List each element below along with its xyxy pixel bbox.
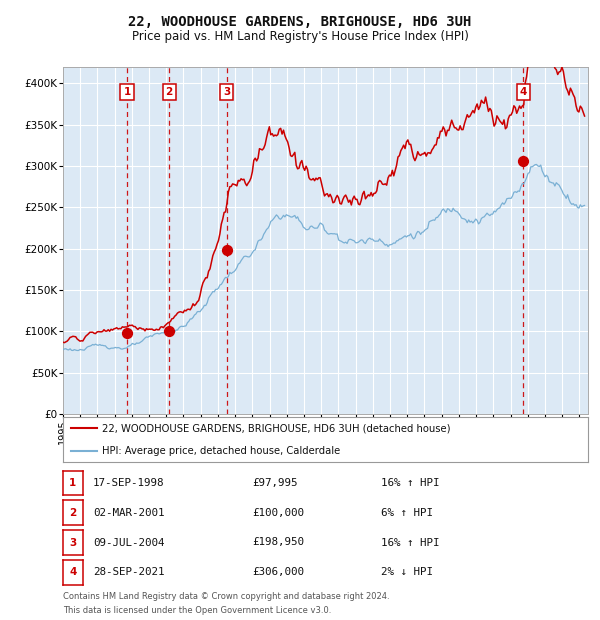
Point [222, 245, 232, 255]
Text: 28-SEP-2021: 28-SEP-2021 [93, 567, 164, 577]
Point [518, 156, 528, 166]
Text: 3: 3 [223, 87, 230, 97]
Text: 1: 1 [69, 478, 77, 488]
Text: £306,000: £306,000 [252, 567, 304, 577]
Text: This data is licensed under the Open Government Licence v3.0.: This data is licensed under the Open Gov… [63, 606, 331, 615]
Text: 3: 3 [69, 538, 77, 547]
Text: 2: 2 [69, 508, 77, 518]
Text: 1: 1 [124, 87, 131, 97]
Text: 2: 2 [166, 87, 173, 97]
Text: 4: 4 [520, 87, 527, 97]
Text: £100,000: £100,000 [252, 508, 304, 518]
Point [122, 328, 132, 338]
Text: 2% ↓ HPI: 2% ↓ HPI [381, 567, 433, 577]
Text: £97,995: £97,995 [252, 478, 298, 488]
Text: Contains HM Land Registry data © Crown copyright and database right 2024.: Contains HM Land Registry data © Crown c… [63, 592, 389, 601]
Text: HPI: Average price, detached house, Calderdale: HPI: Average price, detached house, Cald… [103, 446, 341, 456]
Text: 22, WOODHOUSE GARDENS, BRIGHOUSE, HD6 3UH (detached house): 22, WOODHOUSE GARDENS, BRIGHOUSE, HD6 3U… [103, 423, 451, 433]
Point [164, 327, 174, 337]
Text: 22, WOODHOUSE GARDENS, BRIGHOUSE, HD6 3UH: 22, WOODHOUSE GARDENS, BRIGHOUSE, HD6 3U… [128, 16, 472, 30]
Text: 17-SEP-1998: 17-SEP-1998 [93, 478, 164, 488]
Text: Price paid vs. HM Land Registry's House Price Index (HPI): Price paid vs. HM Land Registry's House … [131, 30, 469, 43]
Text: 09-JUL-2004: 09-JUL-2004 [93, 538, 164, 547]
Text: 02-MAR-2001: 02-MAR-2001 [93, 508, 164, 518]
Text: 6% ↑ HPI: 6% ↑ HPI [381, 508, 433, 518]
Text: 16% ↑ HPI: 16% ↑ HPI [381, 538, 439, 547]
Text: 16% ↑ HPI: 16% ↑ HPI [381, 478, 439, 488]
Text: £198,950: £198,950 [252, 538, 304, 547]
Text: 4: 4 [69, 567, 77, 577]
